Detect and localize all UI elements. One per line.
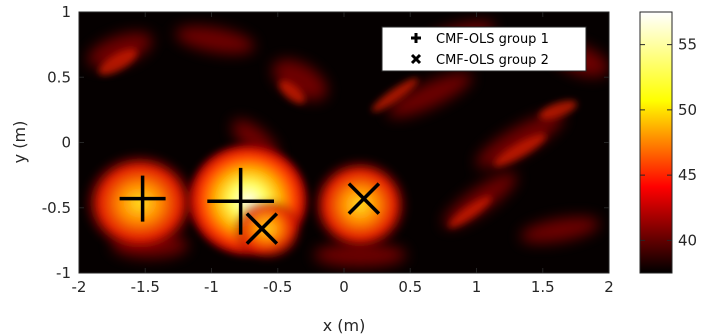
- marker-layer: [119, 167, 381, 245]
- x-axis: -2 -1.5 -1 -0.5 0 0.5 1 1.5 2: [72, 12, 614, 296]
- colorbar: [640, 12, 672, 273]
- y-tick-label: 0: [61, 134, 71, 152]
- plus-marker: [119, 175, 166, 222]
- x-tick-label: -0.5: [263, 278, 292, 296]
- plus-marker: [207, 167, 274, 235]
- colorbar-axis: 40 45 50 55: [640, 36, 697, 249]
- x-tick-label: -1: [204, 278, 219, 296]
- y-tick-label: -0.5: [42, 199, 71, 217]
- x-tick-label: 0: [339, 278, 349, 296]
- x-tick-label: -1.5: [131, 278, 160, 296]
- legend-cross-icon: [410, 53, 422, 65]
- y-tick-label: -1: [56, 264, 71, 282]
- y-tick-label: 1: [61, 3, 71, 21]
- cross-marker: [347, 182, 381, 215]
- x-tick-label: -2: [72, 278, 87, 296]
- x-axis-label: x (m): [323, 316, 366, 335]
- x-tick-label: 1.5: [531, 278, 555, 296]
- colorbar-tick-label: 40: [678, 231, 697, 249]
- x-tick-label: 1: [472, 278, 482, 296]
- colorbar-frame: [639, 11, 673, 274]
- y-axis: -1 -0.5 0 0.5 1: [42, 3, 609, 282]
- cross-marker: [245, 212, 279, 245]
- colorbar-tick-label: 45: [678, 166, 697, 184]
- x-tick-label: 2: [604, 278, 614, 296]
- y-axis-label: y (m): [10, 121, 29, 164]
- colorbar-tick-label: 55: [678, 36, 697, 54]
- y-tick-label: 0.5: [47, 68, 71, 86]
- legend-plus-icon: [411, 33, 421, 43]
- legend: CMF-OLS group 1 CMF-OLS group 2: [381, 26, 587, 72]
- x-tick-label: 0.5: [398, 278, 422, 296]
- colorbar-tick-label: 50: [678, 101, 697, 119]
- legend-label-group-2: CMF-OLS group 2: [436, 53, 549, 68]
- legend-label-group-1: CMF-OLS group 1: [436, 32, 549, 47]
